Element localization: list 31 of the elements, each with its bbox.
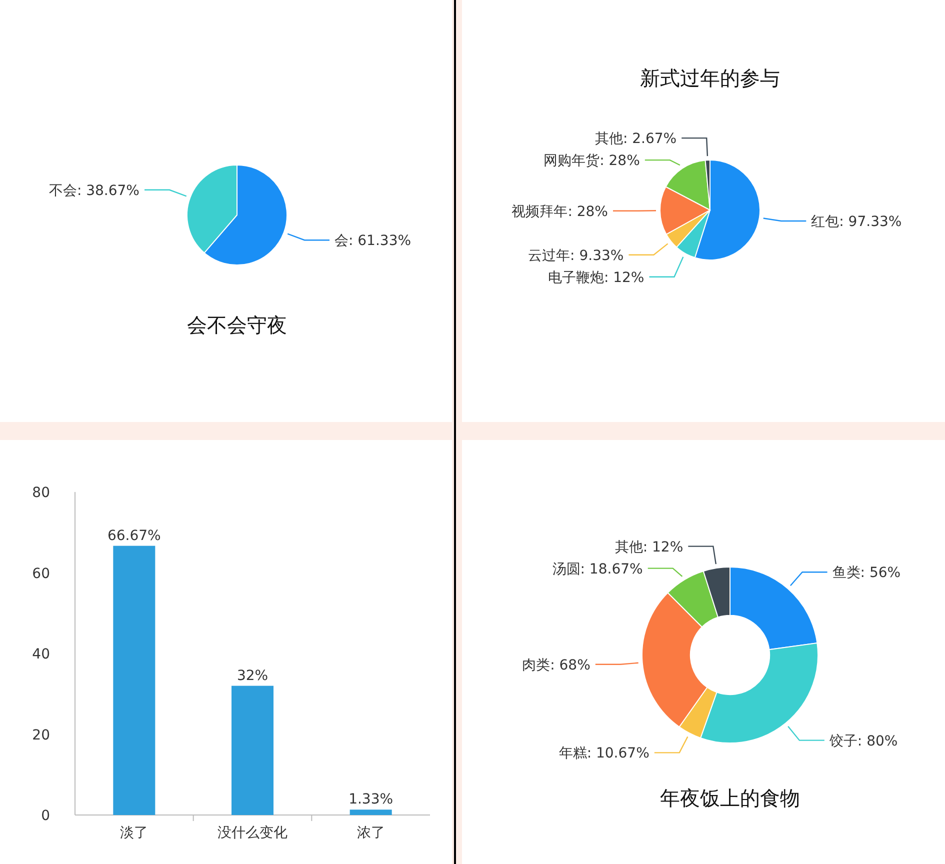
slice-label: 其他: 12% — [614, 539, 684, 556]
y-tick-label: 20 — [32, 727, 50, 744]
bar — [113, 546, 156, 815]
slice-label: 肉类: 68% — [522, 657, 590, 674]
slice-label: 网购年货: 28% — [544, 153, 640, 170]
x-tick-label: 没什么变化 — [218, 825, 288, 841]
slice-label: 其他: 2.67% — [594, 131, 677, 148]
slice-label: 汤圆: 18.67% — [552, 561, 643, 578]
slice-label: 鱼类: 56% — [832, 565, 901, 582]
text: 会不会守夜 — [187, 313, 287, 337]
x-tick-label: 浓了 — [356, 825, 385, 841]
slice-label: 不会: 38.67% — [48, 182, 140, 199]
bar — [232, 686, 274, 815]
y-tick-label: 80 — [32, 485, 50, 501]
y-tick-label: 60 — [32, 566, 50, 582]
slice-label: 视频拜年: 28% — [512, 204, 608, 220]
text: 年夜饭上的食物 — [660, 786, 800, 810]
x-tick-label: 淡了 — [120, 825, 148, 841]
y-tick-label: 40 — [32, 646, 50, 662]
data-label: 66.67% — [107, 528, 161, 544]
slice-label: 红包: 97.33% — [811, 214, 902, 230]
data-label: 32% — [236, 668, 268, 684]
y-tick-label: 0 — [41, 808, 50, 824]
data-label: 1.33% — [348, 792, 394, 808]
slice-label: 年糕: 10.67% — [558, 746, 650, 762]
slice-label: 电子鞭炮: 12% — [548, 270, 644, 286]
slice-label: 会: 61.33% — [334, 233, 412, 250]
bar — [350, 810, 392, 815]
slice-label: 云过年: 9.33% — [528, 248, 624, 264]
chart-title: 新式过年的参与 — [640, 66, 780, 90]
slice-label: 饺子: 80% — [828, 733, 898, 750]
